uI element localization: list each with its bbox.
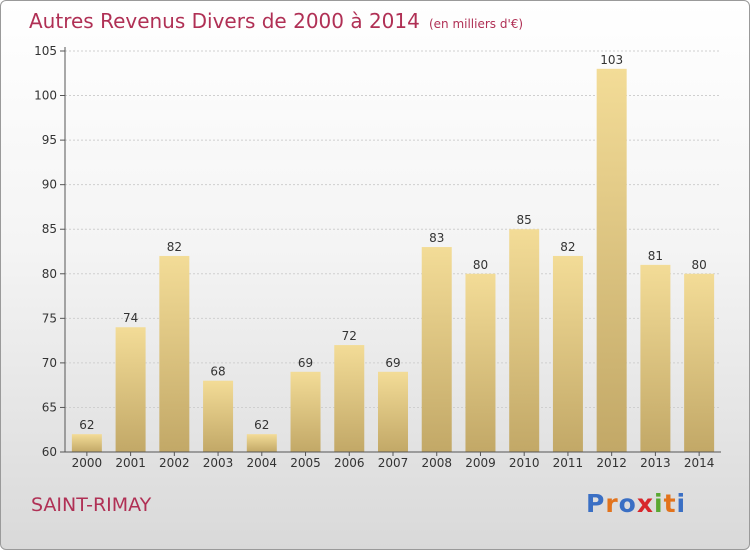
x-tick-label: 2000 xyxy=(72,456,103,470)
y-tick-label: 85 xyxy=(42,222,57,236)
x-tick-label: 2002 xyxy=(159,456,190,470)
bar xyxy=(640,264,671,452)
bar xyxy=(552,255,583,452)
value-label: 82 xyxy=(560,240,575,254)
value-label: 68 xyxy=(210,365,225,379)
value-label: 83 xyxy=(429,231,444,245)
value-label: 85 xyxy=(517,213,532,227)
title-unit: (en milliers d'€) xyxy=(428,17,524,31)
bar xyxy=(465,273,496,452)
logo-letter: x xyxy=(636,489,654,518)
x-tick-label: 2013 xyxy=(640,456,671,470)
value-label: 74 xyxy=(123,311,138,325)
x-tick-label: 2001 xyxy=(115,456,146,470)
bar xyxy=(334,345,365,452)
bar xyxy=(378,371,408,452)
y-tick-label: 75 xyxy=(42,311,57,325)
y-tick-label: 95 xyxy=(42,133,57,147)
x-tick-label: 2010 xyxy=(509,456,540,470)
y-tick-label: 100 xyxy=(34,89,57,103)
bar xyxy=(421,247,452,452)
logo-letter: r xyxy=(605,489,619,518)
bars xyxy=(71,68,715,453)
bar xyxy=(509,229,540,452)
value-label: 62 xyxy=(79,418,94,432)
bar xyxy=(290,371,321,452)
x-tick-label: 2004 xyxy=(247,456,278,470)
value-label: 103 xyxy=(600,53,623,67)
value-label: 69 xyxy=(298,356,313,370)
y-tick-label: 105 xyxy=(34,44,57,58)
x-tick-label: 2009 xyxy=(465,456,496,470)
x-tick-label: 2012 xyxy=(596,456,627,470)
y-tick-label: 90 xyxy=(42,178,57,192)
bar xyxy=(203,380,234,452)
value-label: 81 xyxy=(648,249,663,263)
bar xyxy=(71,434,102,452)
value-label: 82 xyxy=(167,240,182,254)
x-tick-label: 2014 xyxy=(684,456,715,470)
commune-name: SAINT-RIMAY xyxy=(31,494,152,516)
logo-letter: i xyxy=(654,489,664,518)
logo-letter: P xyxy=(586,489,606,518)
bar xyxy=(246,434,277,452)
y-tick-label: 60 xyxy=(42,445,57,459)
x-tick-label: 2007 xyxy=(378,456,409,470)
bar xyxy=(159,255,190,452)
y-tick-label: 80 xyxy=(42,267,57,281)
value-label: 62 xyxy=(254,418,269,432)
x-tick-label: 2011 xyxy=(553,456,584,470)
proxiti-logo: Proxiti xyxy=(586,489,686,518)
value-label: 80 xyxy=(473,258,488,272)
x-tick-label: 2005 xyxy=(290,456,321,470)
logo-letter: t xyxy=(663,489,677,518)
bar xyxy=(596,68,627,453)
value-label: 80 xyxy=(691,258,706,272)
x-tick-label: 2003 xyxy=(203,456,234,470)
logo-letter: o xyxy=(618,489,637,518)
value-label: 69 xyxy=(385,356,400,370)
value-label: 72 xyxy=(342,329,357,343)
bar xyxy=(115,327,146,452)
title-main: Autres Revenus Divers de 2000 à 2014 xyxy=(29,9,420,33)
y-tick-label: 65 xyxy=(42,400,57,414)
chart-title: Autres Revenus Divers de 2000 à 2014 (en… xyxy=(29,9,523,33)
x-tick-label: 2006 xyxy=(334,456,365,470)
bar xyxy=(684,273,715,452)
axes: 60 65 70 75 80 85 90 95 100 105 2000 2001 2002 2003 20… xyxy=(34,44,721,470)
y-tick-label: 70 xyxy=(42,356,57,370)
x-tick-label: 2008 xyxy=(421,456,452,470)
logo-letter: i xyxy=(676,489,687,518)
labels: 62 74 82 68 62 69 72 69 83 80 85 82 103 81 80 xyxy=(79,53,707,432)
